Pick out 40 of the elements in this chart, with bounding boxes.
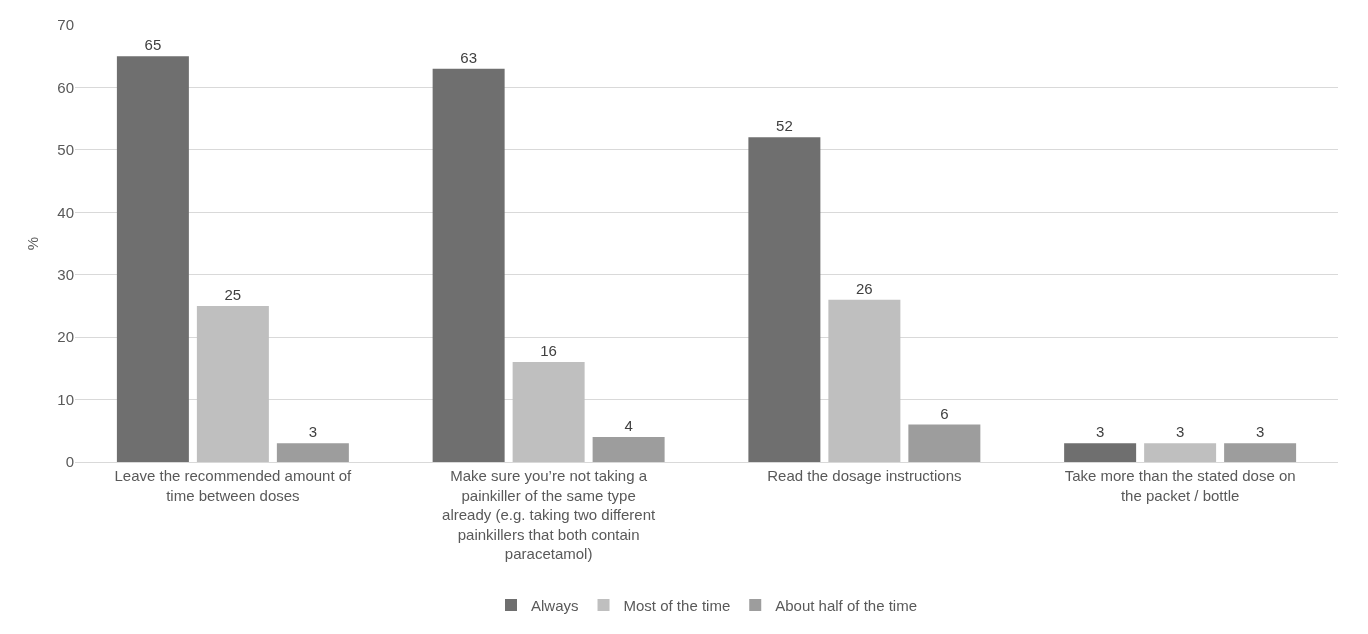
data-label: 3 [308, 423, 318, 441]
y-tick-label: 50 [57, 141, 74, 159]
data-label: 25 [224, 285, 242, 303]
bar [432, 68, 505, 462]
y-tick-label: 40 [57, 203, 74, 221]
bar [1064, 443, 1137, 462]
data-label: 16 [540, 342, 557, 360]
data-label: 3 [1255, 423, 1265, 441]
bar [828, 299, 901, 462]
x-tick-label: Leave the recommended amount of time between doses [114, 467, 353, 504]
y-tick-label: 10 [57, 390, 74, 408]
bar [1144, 443, 1217, 462]
y-axis-title: % [23, 236, 41, 251]
bar [908, 424, 981, 462]
data-label: 52 [776, 117, 793, 135]
y-tick-label: 30 [57, 265, 74, 283]
data-label: 3 [1095, 423, 1105, 441]
x-tick-label: Read the dosage instructions [767, 467, 962, 484]
data-label: 63 [460, 48, 477, 66]
y-tick-label: 0 [65, 453, 74, 471]
y-tick-label: 20 [57, 328, 74, 346]
data-label: 3 [1175, 423, 1185, 441]
data-label: 65 [144, 36, 162, 54]
bar [748, 137, 821, 462]
bar [116, 56, 189, 462]
x-tick-label: Make sure you’re not taking a painkiller of the same type already (e.g. taking two different painkillers that both contain paracetamol) [442, 467, 657, 562]
legend-label: Always [531, 596, 579, 614]
bar [1224, 443, 1297, 462]
bar [196, 305, 269, 462]
bar [512, 362, 585, 462]
data-label: 4 [624, 417, 633, 435]
legend-label: About half of the time [775, 596, 917, 614]
bar [276, 443, 349, 462]
y-tick-label: 70 [57, 16, 74, 34]
y-tick-label: 60 [57, 78, 74, 96]
data-label: 6 [940, 404, 949, 422]
x-tick-label: Take more than the stated dose on the packet / bottle [1064, 467, 1296, 504]
legend-label: Most of the time [623, 596, 731, 614]
data-label: 26 [856, 279, 873, 297]
bar [592, 437, 665, 462]
